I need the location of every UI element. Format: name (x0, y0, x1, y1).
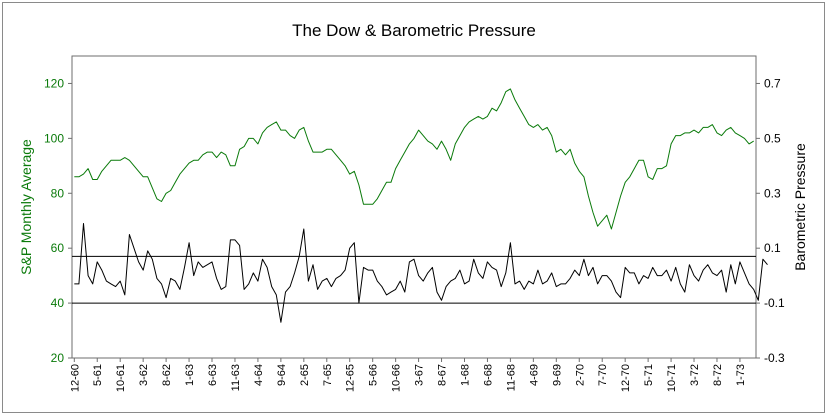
y-tick-label-right: 0.3 (764, 186, 781, 200)
y-tick-label-left: 60 (51, 241, 65, 255)
x-tick-label: 10-66 (391, 364, 403, 392)
x-tick-label: 9-64 (276, 364, 288, 386)
x-tick-label: 7-65 (322, 364, 334, 386)
x-tick-label: 1-68 (459, 364, 471, 386)
x-tick-label: 2-65 (299, 364, 311, 386)
x-tick-label: 4-69 (528, 364, 540, 386)
x-tick-label: 5-61 (92, 364, 104, 386)
barometric-pressure-line (74, 223, 768, 323)
x-tick-label: 5-71 (643, 364, 655, 386)
x-tick-label: 12-60 (69, 364, 81, 392)
x-tick-label: 12-65 (345, 364, 357, 392)
x-tick-label: 3-62 (138, 364, 150, 386)
y-tick-label-right: 0.5 (764, 131, 781, 145)
x-tick-label: 8-67 (437, 364, 449, 386)
x-tick-label: 5-66 (368, 364, 380, 386)
x-tick-label: 4-64 (253, 364, 265, 386)
sp-average-line (74, 88, 754, 230)
x-tick-label: 8-72 (712, 364, 724, 386)
y-tick-label-right: 0.7 (764, 76, 781, 90)
x-tick-label: 8-62 (161, 364, 173, 386)
x-tick-label: 10-71 (666, 364, 678, 392)
x-tick-label: 10-61 (115, 364, 127, 392)
x-tick-label: 11-68 (505, 364, 517, 391)
y-tick-label-left: 40 (51, 296, 65, 310)
x-tick-label: 11-63 (230, 364, 242, 391)
x-tick-label: 3-67 (414, 364, 426, 386)
x-tick-label: 3-72 (689, 364, 701, 386)
x-tick-label: 9-69 (551, 364, 563, 386)
y-tick-label-right: 0.1 (764, 241, 781, 255)
y-tick-label-left: 20 (51, 351, 65, 365)
x-tick-label: 2-70 (574, 364, 586, 386)
y-axis-label-left: S&P Monthly Average (18, 139, 34, 275)
y-tick-label-right: -0.3 (764, 351, 785, 365)
plot-area (71, 55, 757, 359)
x-tick-label: 12-70 (620, 364, 632, 392)
y-tick-label-right: -0.1 (764, 296, 785, 310)
chart-title: The Dow & Barometric Pressure (292, 21, 536, 40)
y-tick-label-left: 100 (44, 131, 64, 145)
y-tick-label-left: 80 (51, 186, 65, 200)
x-tick-label: 6-63 (207, 364, 219, 386)
chart-frame (2, 2, 825, 413)
x-tick-label: 6-68 (482, 364, 494, 386)
y-tick-label-left: 120 (44, 76, 64, 90)
x-tick-label: 1-63 (184, 364, 196, 386)
x-tick-label: 7-70 (597, 364, 609, 386)
y-axis-label-right: Barometric Pressure (792, 143, 808, 271)
x-tick-label: 1-73 (735, 364, 747, 386)
